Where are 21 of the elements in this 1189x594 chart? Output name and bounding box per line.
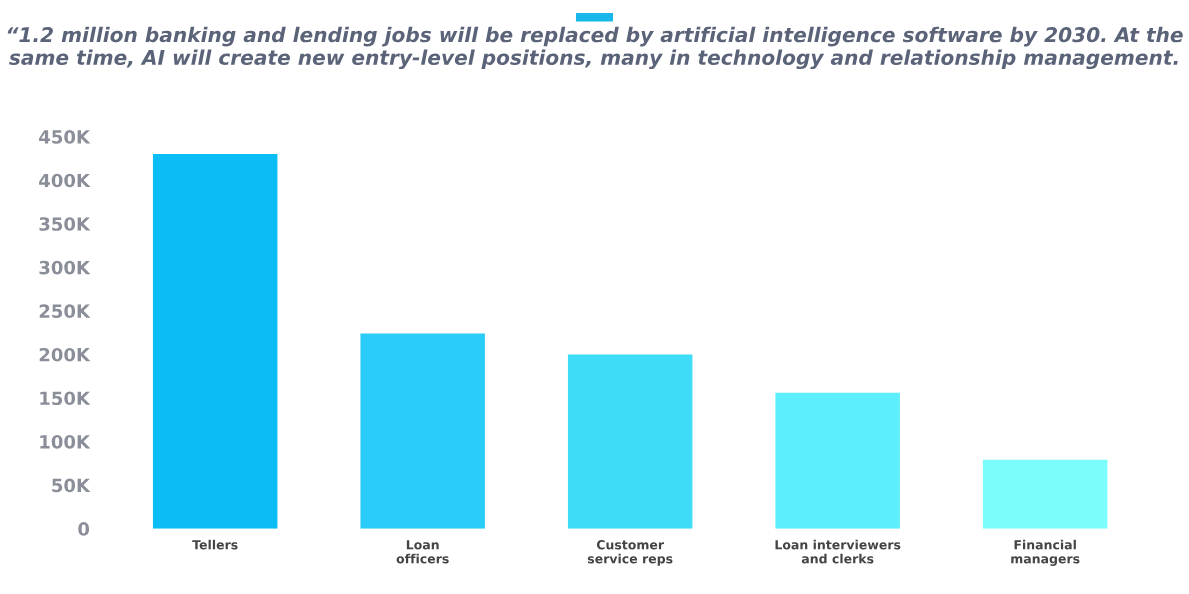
bar — [567, 354, 693, 529]
y-tick-label: 150K — [40, 391, 91, 406]
x-tick-label: Tellers — [192, 539, 238, 550]
x-tick-label: Customer service reps — [587, 539, 673, 566]
bar — [775, 392, 900, 529]
chart-title: “1.2 million banking and lending jobs will be replaced by artificial intelligence software by 2030. At the same time, AI will create new entry-level positions, many in technology and relationship management. — [7, 26, 1183, 70]
y-tick-label: 450K — [39, 130, 91, 144]
y-tick-label: 400K — [39, 173, 91, 188]
y-tick-label: 300K — [39, 260, 91, 275]
bar — [152, 154, 278, 529]
x-tick-label: Loan officers — [396, 540, 449, 564]
y-tick-label: 250K — [39, 304, 91, 318]
y-tick-label: 0 — [78, 522, 90, 536]
x-tick-label: Loan interviewers and clerks — [775, 539, 901, 564]
y-tick-label: 350K — [39, 217, 91, 231]
bar — [982, 459, 1108, 529]
x-tick-label: Financial managers — [1011, 539, 1080, 566]
y-tick-label: 50K — [52, 478, 91, 493]
y-tick-label: 100K — [40, 435, 91, 449]
y-tick-label: 200K — [39, 347, 91, 362]
bar — [360, 333, 485, 529]
